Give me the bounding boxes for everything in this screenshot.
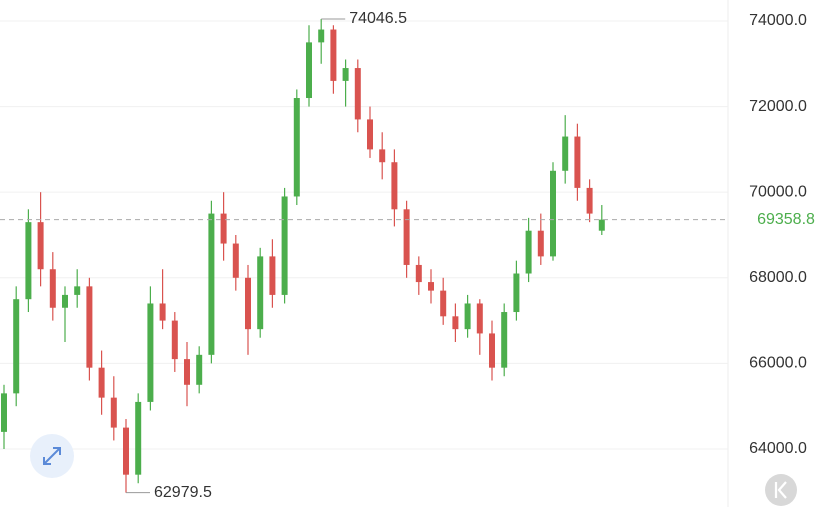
- candle-body: [403, 209, 410, 265]
- candle-body: [379, 149, 386, 163]
- candle-body: [1, 393, 7, 432]
- candle-body: [476, 303, 483, 334]
- candle-body: [598, 219, 605, 231]
- candle-body: [440, 290, 447, 317]
- candle-body: [257, 256, 264, 330]
- y-tick-label: 74000.0: [749, 12, 807, 29]
- candle-body: [13, 299, 20, 394]
- candle-body: [220, 213, 227, 244]
- candle-body: [74, 286, 81, 295]
- candle-body: [318, 29, 325, 43]
- y-tick-label: 68000.0: [749, 269, 807, 286]
- candle-body: [135, 401, 142, 475]
- y-tick-label: 72000.0: [749, 98, 807, 115]
- candle-body: [123, 427, 129, 475]
- candle-body: [62, 294, 68, 308]
- candle-body: [147, 303, 154, 402]
- scroll-latest-button[interactable]: [765, 474, 797, 506]
- candle-body: [293, 98, 300, 197]
- candle-body: [281, 196, 288, 295]
- candle-body: [159, 303, 166, 321]
- candle-body: [342, 68, 349, 81]
- candle-body: [550, 170, 556, 257]
- candle-body: [367, 119, 373, 150]
- candle-body: [98, 367, 105, 398]
- expand-button[interactable]: [30, 434, 74, 478]
- candle-body: [586, 187, 593, 214]
- candle-body: [37, 222, 44, 270]
- candle-body: [537, 230, 544, 257]
- candle-body: [245, 277, 251, 330]
- y-tick-label: 66000.0: [749, 355, 807, 372]
- candle-body: [562, 136, 569, 171]
- candle-body: [208, 213, 215, 355]
- max-label: 74046.5: [349, 10, 407, 27]
- candle-body: [452, 316, 459, 330]
- candle-body: [513, 273, 520, 313]
- y-tick-label: 70000.0: [749, 183, 807, 200]
- candle-body: [574, 136, 581, 188]
- candle-body: [269, 256, 276, 295]
- candle-body: [464, 303, 471, 330]
- min-label: 62979.5: [154, 484, 212, 501]
- candle-body: [428, 282, 434, 291]
- candle-body: [110, 397, 117, 428]
- candle-body: [501, 312, 508, 368]
- candle-body: [391, 162, 398, 210]
- candle-body: [306, 42, 312, 99]
- candle-body: [49, 269, 56, 308]
- candle-body: [232, 243, 239, 278]
- candle-body: [415, 264, 422, 283]
- y-tick-label: 64000.0: [749, 440, 807, 457]
- candle-body: [354, 68, 361, 120]
- last-price-label: 69358.8: [757, 211, 815, 228]
- candle-body: [25, 222, 32, 300]
- candle-body: [171, 320, 178, 360]
- candle-body: [184, 359, 190, 385]
- candle-body: [330, 29, 337, 81]
- candle-body: [86, 286, 93, 368]
- chart-body: 64000.0 66000.0 68000.0 70000.0 72000.0 74000…: [0, 10, 815, 501]
- candle-body: [196, 354, 203, 385]
- candle-body: [525, 230, 532, 274]
- candle-body: [489, 333, 495, 368]
